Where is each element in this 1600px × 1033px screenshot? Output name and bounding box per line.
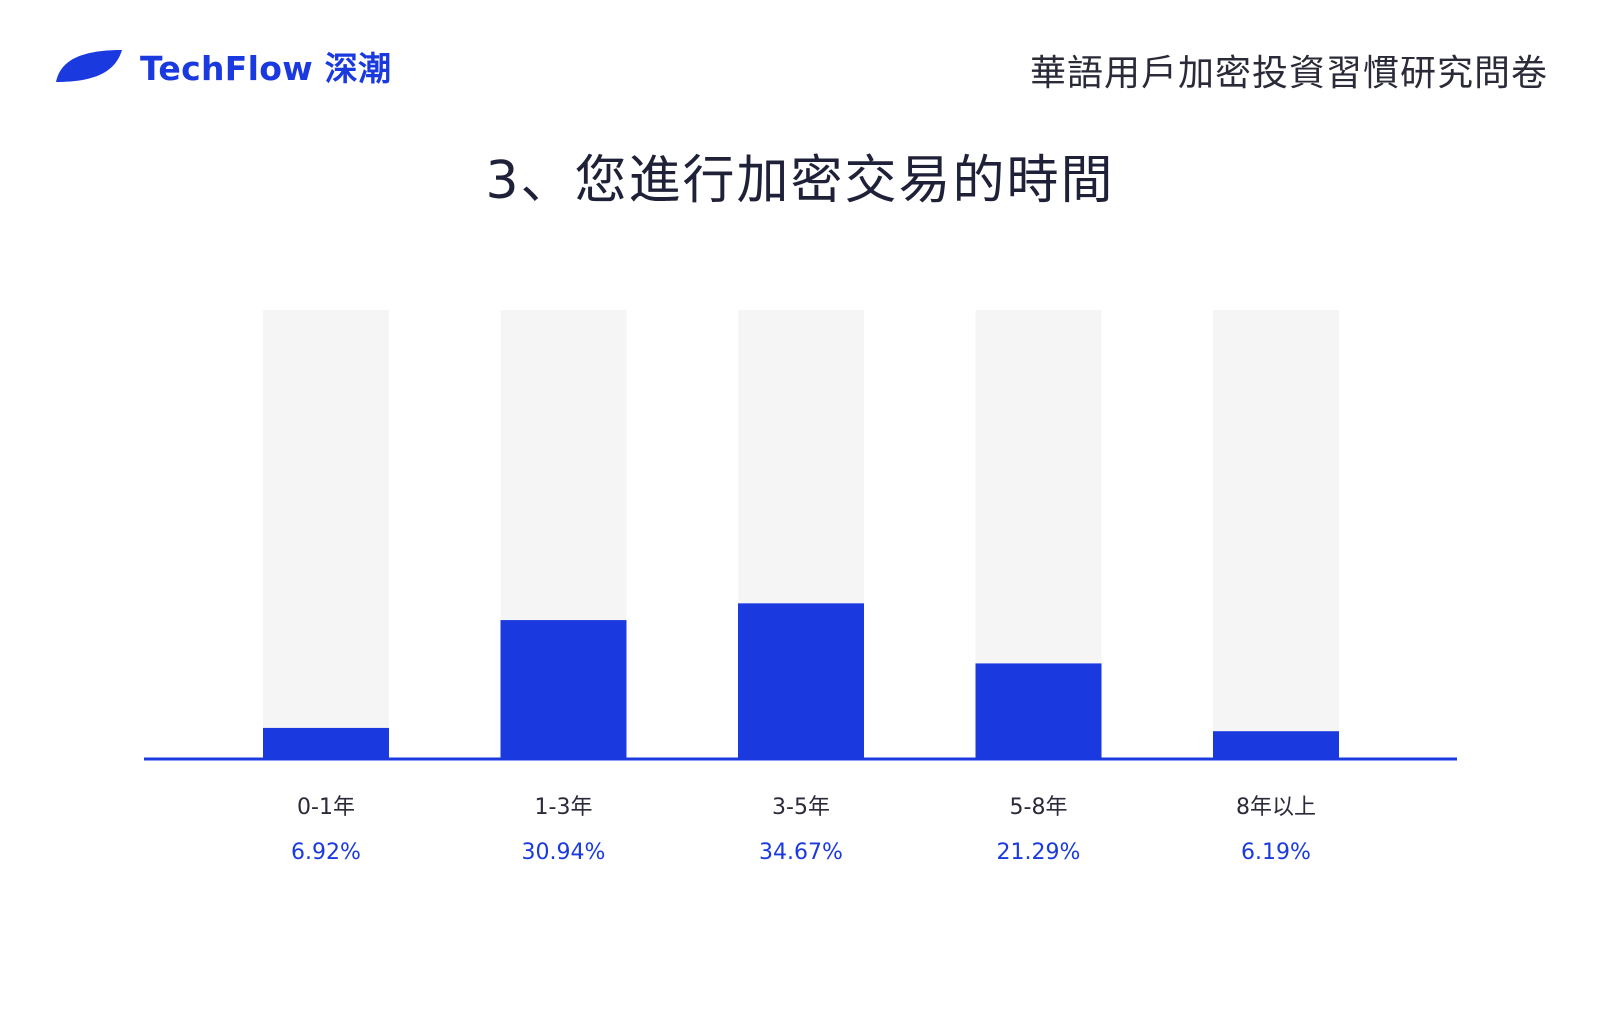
value-label: 21.29% [997,840,1081,865]
chart-title: 3、您進行加密交易的時間 [485,151,1115,211]
value-label: 6.92% [291,840,361,865]
bar [500,620,627,759]
category-label: 5-8年 [1010,795,1068,820]
category-label: 0-1年 [297,795,355,820]
category-label: 8年以上 [1236,795,1316,820]
bar-track [1213,310,1339,759]
leaf-icon [56,50,122,82]
bar [975,663,1102,759]
survey-title: 華語用戶加密投資習慣研究問卷 [1029,53,1548,94]
value-label: 6.19% [1241,840,1311,865]
value-label: 34.67% [759,840,843,865]
bar [738,603,864,759]
brand-name: TechFlow 深潮 [140,49,392,88]
category-label: 3-5年 [772,795,830,820]
value-label: 30.94% [522,840,606,865]
bar [1213,731,1339,759]
bar [263,727,389,759]
brand-logo: TechFlow 深潮 [54,44,391,88]
category-label: 1-3年 [535,795,593,820]
bar-track [263,310,389,759]
